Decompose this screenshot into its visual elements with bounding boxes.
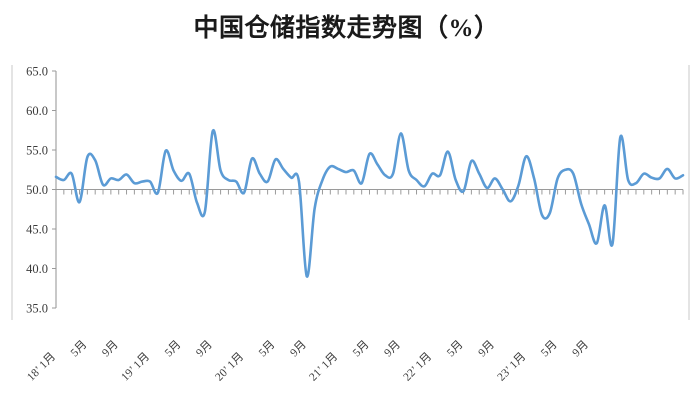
x-axis-tick-label: 23’ 1月 [495,351,528,384]
y-axis-ticks [52,70,683,309]
series-line-warehousing-index [54,129,685,278]
x-axis-tick-label: 19’ 1月 [119,351,152,384]
y-axis-tick-label: 50.0 [26,183,48,197]
y-axis-tick-label: 35.0 [26,302,48,316]
x-axis-tick-label: 5月 [163,339,184,360]
x-axis-tick-label: 20’ 1月 [213,351,246,384]
x-axis-tick-label: 18’ 1月 [25,351,58,384]
x-axis-tick-label: 9月 [382,339,403,360]
x-axis-tick-label: 9月 [476,339,497,360]
y-axis-tick-label: 65.0 [26,65,48,79]
chart-title: 中国仓储指数走势图（%） [193,15,500,42]
x-axis-tick-label: 9月 [570,339,591,360]
y-axis-labels: 65.0 60.0 55.0 50.0 45.0 40.0 35.0 [26,65,48,316]
x-axis-tick-label: 5月 [69,339,90,360]
y-axis-tick-label: 55.0 [26,144,48,158]
plot-frame [11,65,690,320]
warehousing-index-series [54,129,685,278]
x-axis-tick-label: 9月 [100,339,121,360]
x-axis-tick-label: 9月 [288,339,309,360]
y-axis-tick-label: 40.0 [26,262,48,276]
x-axis-tick-label: 22’ 1月 [401,351,434,384]
x-axis-ticks [55,189,684,195]
y-axis-tick-label: 60.0 [26,104,48,118]
y-axis-tick-label: 45.0 [26,223,48,237]
x-axis-tick-label: 5月 [445,339,466,360]
x-axis-tick-label: 5月 [351,339,372,360]
x-axis-tick-label: 21’ 1月 [307,351,340,384]
x-axis-tick-label: 9月 [194,339,215,360]
x-axis-tick-label: 5月 [539,339,560,360]
x-axis-tick-label: 5月 [257,339,278,360]
